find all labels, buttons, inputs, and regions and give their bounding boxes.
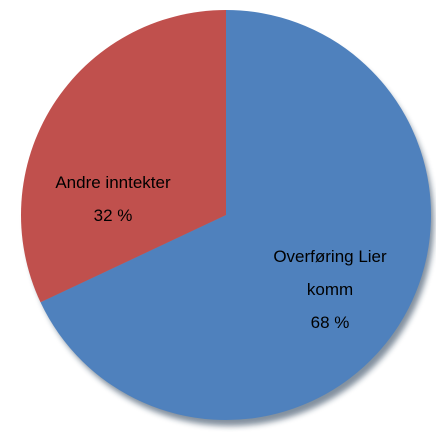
value-label: 68 % xyxy=(310,313,350,332)
slices xyxy=(20,10,431,420)
slice-label: Andre inntekter 32 % xyxy=(33,166,193,232)
pie-slice xyxy=(20,10,227,303)
slice-label: Overføring Lier komm 68 % xyxy=(250,240,410,339)
category-label: Overføring Lier komm xyxy=(273,247,387,299)
pie-slice xyxy=(40,10,431,420)
category-label: Andre inntekter xyxy=(55,173,171,192)
value-label: 32 % xyxy=(93,206,133,225)
